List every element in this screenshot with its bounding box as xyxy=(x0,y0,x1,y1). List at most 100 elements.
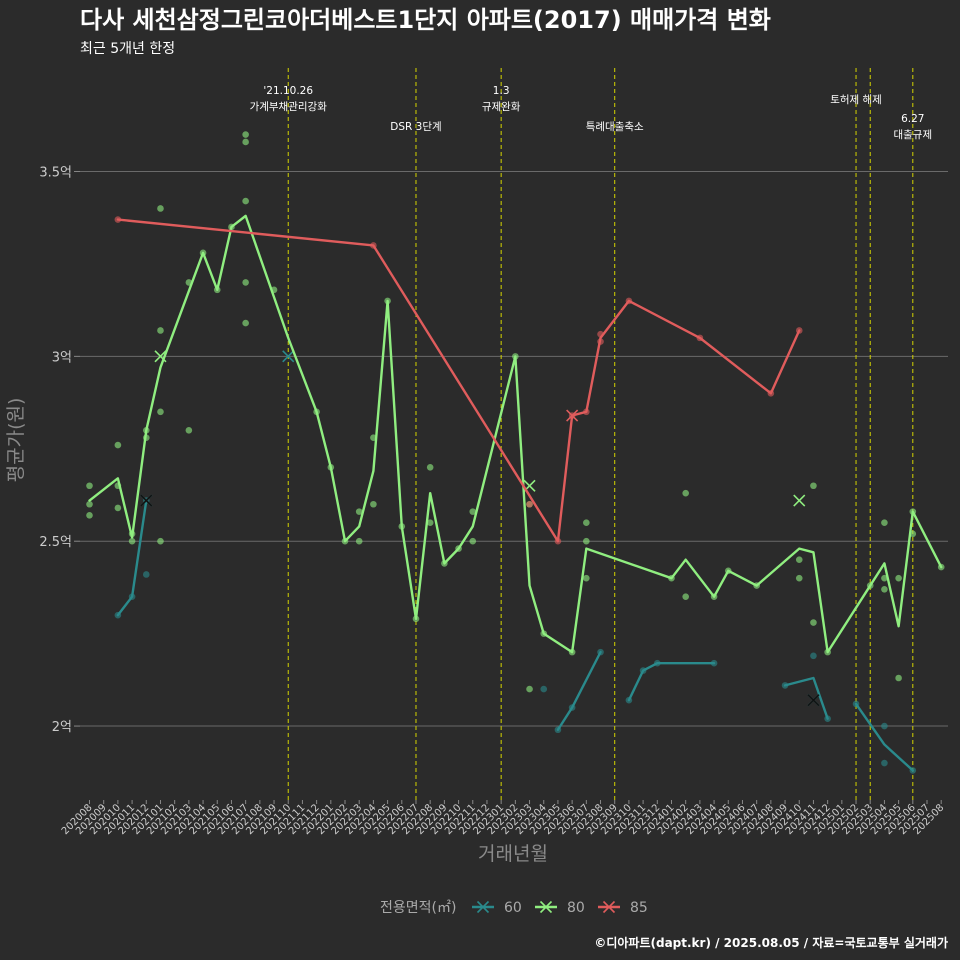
data-point xyxy=(682,489,689,497)
data-point xyxy=(810,619,817,626)
data-point xyxy=(540,685,548,693)
data-point xyxy=(795,556,803,563)
data-point xyxy=(526,500,533,508)
data-point xyxy=(355,508,363,515)
data-point xyxy=(157,205,164,212)
data-point xyxy=(469,537,477,545)
cross-marker xyxy=(140,494,153,507)
data-point xyxy=(185,427,193,434)
series-line xyxy=(783,676,829,720)
data-point xyxy=(881,585,888,593)
data-point xyxy=(881,722,888,730)
cross-stroke xyxy=(140,494,153,507)
legend-label: 60 xyxy=(504,900,522,916)
series-85 xyxy=(114,216,803,545)
data-point xyxy=(86,482,93,490)
event-label: 특례대출축소 xyxy=(586,121,644,133)
event-label: '21.10.26 xyxy=(263,85,313,97)
event-label: 대출규제 xyxy=(893,129,932,141)
cross-stroke xyxy=(539,900,553,914)
data-point xyxy=(526,685,533,693)
event-label: DSR 3단계 xyxy=(390,121,441,133)
series-line xyxy=(116,218,801,543)
cross-marker xyxy=(282,350,295,363)
data-point xyxy=(142,571,150,578)
data-point xyxy=(810,652,817,660)
y-tick-label: 3.5억 xyxy=(39,166,72,181)
data-point xyxy=(895,674,902,682)
legend: 전용면적(㎡) 60 80 85 xyxy=(380,900,648,916)
x-axis-ticks: 2020082020092020102020112020122021012021… xyxy=(60,800,946,837)
data-point xyxy=(157,537,164,545)
data-point xyxy=(881,759,888,767)
series-line xyxy=(627,662,716,702)
y-tick-label: 2.5억 xyxy=(39,535,72,550)
data-point xyxy=(426,463,434,471)
data-point xyxy=(583,519,590,527)
y-tick-label: 3억 xyxy=(52,350,72,365)
legend-item-85: 85 xyxy=(598,900,648,916)
legend-swatch-cross xyxy=(539,900,553,914)
event-label: 가계부채관리강화 xyxy=(250,101,328,113)
data-point xyxy=(86,512,93,519)
data-point xyxy=(128,537,136,545)
series-line xyxy=(556,650,602,731)
data-point xyxy=(157,327,164,334)
data-point xyxy=(895,574,902,582)
x-axis-title: 거래년월 xyxy=(478,843,548,865)
cross-stroke xyxy=(807,694,820,707)
legend-swatch-cross xyxy=(476,900,490,914)
chart-title: 다사 세천삼정그린코아더베스트1단지 아파트(2017) 매매가격 변화 xyxy=(80,6,771,34)
data-point xyxy=(810,482,817,490)
data-point xyxy=(426,519,434,527)
event-label: 1.3 xyxy=(493,85,510,97)
data-point xyxy=(795,574,803,582)
cross-marker xyxy=(154,350,167,363)
legend-label: 85 xyxy=(630,900,648,916)
data-point xyxy=(469,508,477,515)
legend-label: 80 xyxy=(567,900,585,916)
series-80 xyxy=(86,131,945,693)
cross-stroke xyxy=(476,900,490,914)
y-tick-label: 2억 xyxy=(52,720,72,735)
y-axis-ticks: 2억 2.5억 3억 3.5억 xyxy=(39,166,80,735)
data-point xyxy=(242,138,249,146)
series-line xyxy=(88,214,943,654)
data-point xyxy=(583,537,590,545)
series-line xyxy=(116,499,148,617)
cross-stroke xyxy=(602,900,616,914)
y-axis-title: 평균가(원) xyxy=(5,398,27,483)
data-point xyxy=(157,408,164,416)
data-point xyxy=(114,504,122,512)
data-point xyxy=(583,574,590,582)
cross-stroke xyxy=(154,350,167,363)
cross-marker xyxy=(566,409,579,422)
data-point xyxy=(242,319,249,327)
data-point xyxy=(242,279,249,286)
series-line xyxy=(854,702,915,772)
event-label: 토허제 해제 xyxy=(830,93,882,106)
cross-stroke xyxy=(282,350,295,363)
chart-subtitle: 최근 5개년 한정 xyxy=(80,41,175,57)
series-layer xyxy=(86,131,945,774)
event-label: 6.27 xyxy=(901,113,924,125)
caption: ©디아파트(dapt.kr) / 2025.08.05 / 자료=국토교통부 실… xyxy=(594,935,948,950)
data-point xyxy=(242,131,249,138)
data-point xyxy=(86,500,93,508)
legend-swatch-cross xyxy=(602,900,616,914)
data-point xyxy=(355,537,363,545)
legend-item-60: 60 xyxy=(472,900,522,916)
cross-stroke xyxy=(566,409,579,422)
cross-marker xyxy=(807,694,820,707)
data-point xyxy=(370,500,377,508)
event-label: 규제완화 xyxy=(482,100,521,113)
data-point xyxy=(682,593,689,600)
data-point xyxy=(881,519,888,527)
legend-title: 전용면적(㎡) xyxy=(380,900,456,916)
cross-stroke xyxy=(793,494,806,507)
data-point xyxy=(242,197,249,205)
data-point xyxy=(114,441,122,449)
data-point xyxy=(881,574,888,582)
